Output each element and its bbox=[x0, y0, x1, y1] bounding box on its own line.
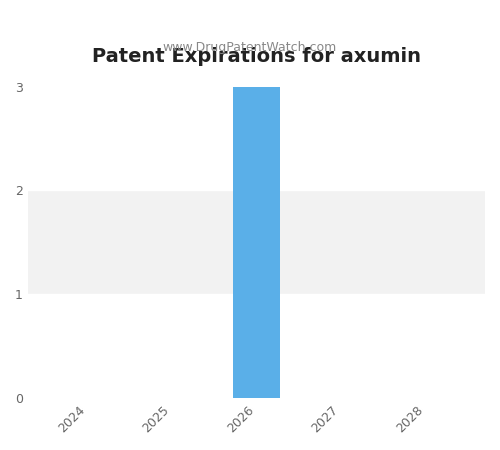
Bar bbox=[28, 190, 485, 294]
Title: Patent Expirations for axumin: Patent Expirations for axumin bbox=[92, 46, 421, 66]
Text: www.DrugPatentWatch.com: www.DrugPatentWatch.com bbox=[163, 41, 337, 54]
Bar bbox=[233, 86, 280, 399]
